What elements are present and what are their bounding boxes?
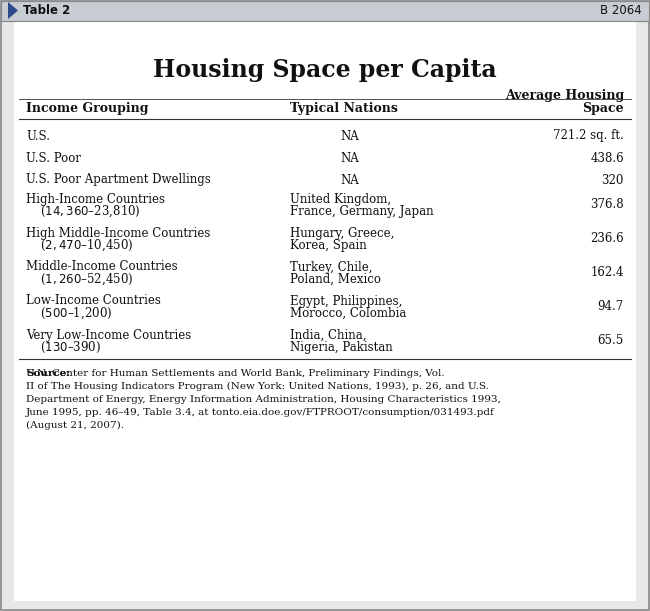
Text: Turkey, Chile,: Turkey, Chile, [290, 260, 372, 274]
Text: B 2064: B 2064 [600, 4, 642, 18]
Text: India, China,: India, China, [290, 329, 367, 342]
Text: NA: NA [341, 152, 359, 164]
Text: Hungary, Greece,: Hungary, Greece, [290, 227, 395, 240]
Text: ($500–$1,200): ($500–$1,200) [40, 306, 112, 321]
Text: United Kingdom,: United Kingdom, [290, 192, 391, 205]
Text: U.S. Poor Apartment Dwellings: U.S. Poor Apartment Dwellings [26, 174, 211, 186]
Text: Housing Space per Capita: Housing Space per Capita [153, 58, 497, 82]
Text: U.N. Center for Human Settlements and World Bank, Preliminary Findings, Vol.
II : U.N. Center for Human Settlements and Wo… [26, 369, 501, 430]
Polygon shape [8, 2, 18, 19]
Text: 162.4: 162.4 [590, 266, 624, 279]
FancyBboxPatch shape [14, 22, 636, 601]
Text: High-Income Countries: High-Income Countries [26, 192, 165, 205]
Text: Low-Income Countries: Low-Income Countries [26, 295, 161, 307]
Text: 721.2 sq. ft.: 721.2 sq. ft. [553, 130, 624, 142]
Text: 438.6: 438.6 [590, 152, 624, 164]
Text: Income Grouping: Income Grouping [26, 102, 148, 115]
Text: 376.8: 376.8 [590, 199, 624, 211]
Text: Typical Nations: Typical Nations [290, 102, 398, 115]
Text: Table 2: Table 2 [23, 4, 70, 18]
Text: ($14,360–$23,810): ($14,360–$23,810) [40, 203, 140, 219]
Text: Morocco, Colombia: Morocco, Colombia [290, 307, 406, 320]
Text: Very Low-Income Countries: Very Low-Income Countries [26, 329, 191, 342]
Text: U.S.: U.S. [26, 130, 50, 142]
Text: Space: Space [582, 102, 624, 115]
Text: Middle-Income Countries: Middle-Income Countries [26, 260, 177, 274]
Text: Poland, Mexico: Poland, Mexico [290, 273, 381, 285]
Text: Nigeria, Pakistan: Nigeria, Pakistan [290, 340, 393, 354]
Text: ($130–$390): ($130–$390) [40, 340, 101, 354]
Text: 320: 320 [602, 174, 624, 186]
Text: Egypt, Philippines,: Egypt, Philippines, [290, 295, 402, 307]
Text: 236.6: 236.6 [590, 233, 624, 246]
Text: Average Housing: Average Housing [505, 89, 624, 102]
Text: ($2,470–$10,450): ($2,470–$10,450) [40, 237, 133, 253]
Text: 94.7: 94.7 [598, 301, 624, 313]
Text: Source:: Source: [26, 369, 70, 378]
Text: ($1,260–$52,450): ($1,260–$52,450) [40, 271, 133, 287]
Text: High Middle-Income Countries: High Middle-Income Countries [26, 227, 211, 240]
Text: NA: NA [341, 130, 359, 142]
FancyBboxPatch shape [1, 1, 649, 21]
Text: France, Germany, Japan: France, Germany, Japan [290, 205, 434, 218]
Text: U.S. Poor: U.S. Poor [26, 152, 81, 164]
Text: 65.5: 65.5 [598, 334, 624, 348]
Text: NA: NA [341, 174, 359, 186]
Text: Korea, Spain: Korea, Spain [290, 238, 367, 252]
